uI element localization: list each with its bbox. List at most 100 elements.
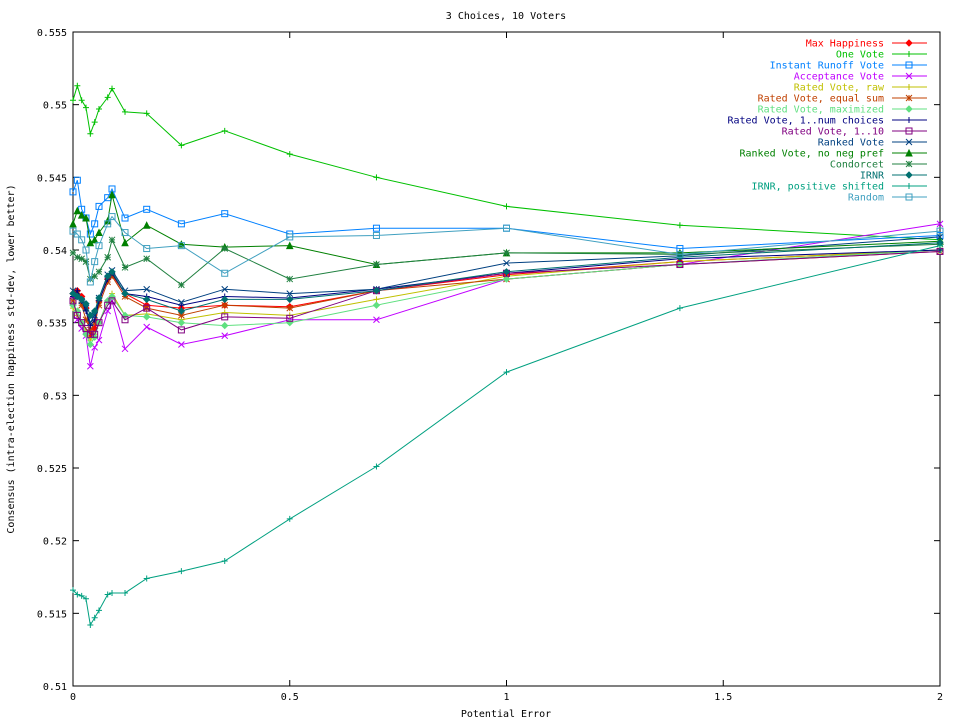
- data-point: [177, 326, 185, 334]
- data-point: [90, 235, 99, 244]
- data-point: [95, 228, 103, 237]
- data-point: [177, 242, 185, 250]
- data-point: [143, 285, 151, 293]
- series-3: [69, 220, 944, 370]
- data-point: [82, 246, 90, 254]
- data-point: [78, 236, 86, 244]
- data-point: [69, 188, 77, 196]
- legend-marker: [905, 72, 913, 80]
- data-point: [142, 221, 151, 229]
- data-point: [83, 104, 90, 111]
- data-point: [121, 289, 129, 298]
- data-point: [372, 301, 381, 309]
- data-point: [221, 245, 229, 252]
- data-point: [74, 287, 81, 294]
- y-tick-label: 0.55: [43, 101, 67, 112]
- data-point: [143, 205, 151, 213]
- data-point: [221, 301, 229, 309]
- data-point: [503, 224, 510, 232]
- y-tick-label: 0.52: [43, 537, 67, 548]
- data-point: [372, 286, 381, 295]
- data-point: [221, 321, 229, 330]
- y-tick-label: 0.515: [37, 609, 67, 620]
- legend-label: Ranked Vote, no neg pref: [740, 149, 885, 160]
- data-point: [96, 607, 103, 614]
- data-point: [178, 281, 185, 289]
- data-point: [77, 211, 86, 219]
- data-point: [221, 285, 229, 293]
- x-tick-label: 1: [503, 692, 509, 703]
- data-point: [285, 241, 294, 250]
- data-point: [82, 300, 90, 308]
- data-point: [503, 249, 510, 257]
- data-point: [69, 289, 77, 298]
- legend-label: Rated Vote, maximized: [758, 105, 884, 116]
- legend-marker: [905, 148, 913, 157]
- legend-label: Max Happiness: [806, 39, 884, 50]
- data-point: [108, 297, 116, 305]
- data-point: [86, 362, 94, 370]
- legend-label: Rated Vote, 1..num choices: [727, 116, 884, 127]
- data-point: [142, 295, 151, 304]
- data-point: [69, 297, 77, 305]
- data-point: [178, 341, 185, 348]
- x-tick-label: 0: [70, 692, 76, 703]
- data-point: [676, 261, 684, 269]
- data-point: [96, 106, 103, 113]
- data-point: [503, 369, 510, 376]
- legend-marker: [905, 127, 913, 135]
- data-point: [121, 316, 129, 324]
- data-point: [86, 319, 94, 327]
- data-point: [372, 224, 380, 232]
- data-point: [82, 258, 90, 265]
- data-point: [73, 253, 81, 261]
- series-line: [72, 249, 941, 346]
- data-point: [73, 230, 81, 238]
- series-lines: [69, 82, 944, 628]
- data-point: [936, 227, 944, 235]
- y-tick-label: 0.535: [37, 319, 67, 330]
- data-point: [95, 294, 103, 302]
- data-point: [121, 214, 129, 222]
- data-point: [177, 307, 186, 315]
- legend-marker: [905, 39, 913, 47]
- x-axis-label: Potential Error: [461, 709, 551, 720]
- data-point: [69, 219, 77, 228]
- data-point: [676, 222, 683, 229]
- data-point: [503, 203, 510, 210]
- data-point: [86, 330, 94, 338]
- data-point: [178, 312, 185, 319]
- data-point: [86, 340, 95, 349]
- data-point: [109, 589, 116, 596]
- data-point: [95, 202, 103, 210]
- data-point: [78, 319, 86, 327]
- data-point: [121, 229, 129, 237]
- legend-label: Rated Vote, equal sum: [758, 94, 884, 105]
- data-point: [90, 307, 99, 315]
- data-point: [86, 311, 95, 320]
- data-point: [95, 301, 103, 309]
- chart-title: 3 Choices, 10 Voters: [446, 11, 566, 22]
- y-tick-label: 0.545: [37, 173, 67, 184]
- data-point: [121, 264, 129, 271]
- legend-label: Rated Vote, 1..10: [782, 127, 884, 138]
- data-point: [69, 297, 77, 305]
- data-point: [373, 463, 380, 470]
- data-point: [676, 305, 683, 312]
- data-point: [78, 592, 85, 599]
- data-point: [177, 318, 186, 327]
- data-point: [221, 295, 229, 304]
- data-point: [78, 301, 86, 309]
- series-line: [72, 249, 941, 327]
- data-point: [143, 304, 151, 312]
- data-point: [91, 614, 98, 621]
- data-point: [286, 314, 294, 322]
- legend-marker: [905, 94, 913, 102]
- data-point: [91, 272, 99, 280]
- data-point: [286, 304, 294, 312]
- series-line: [72, 249, 941, 342]
- legend-label: Random: [848, 193, 884, 204]
- series-line: [72, 215, 941, 283]
- data-point: [104, 220, 112, 228]
- data-point: [104, 94, 111, 101]
